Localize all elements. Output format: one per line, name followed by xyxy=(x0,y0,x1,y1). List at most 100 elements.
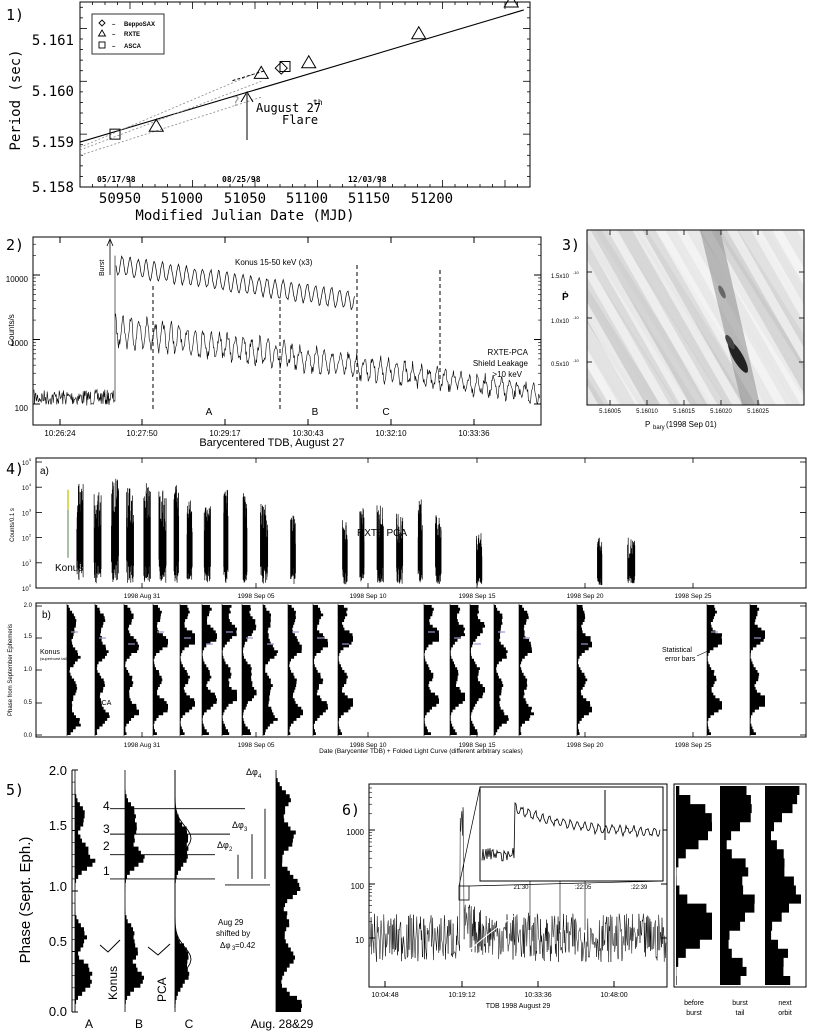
y-tick-label: 5.158 xyxy=(32,180,74,196)
pca-overlay xyxy=(174,770,192,1008)
pca-label: PCA xyxy=(155,977,169,1002)
folded-profile xyxy=(313,605,328,735)
panel-4b-frame xyxy=(35,602,807,738)
aug29-note-line2: shifted by xyxy=(216,929,250,938)
y-tick-label: 5.159 xyxy=(32,135,74,151)
konus-label: Konus xyxy=(106,966,120,1000)
observation-burst xyxy=(290,515,296,584)
panel-3-label: 3) xyxy=(562,236,580,254)
x-tick-label: 10:32:10 xyxy=(375,429,407,438)
folded-profile xyxy=(67,605,81,735)
panel-2-axes xyxy=(33,237,541,425)
folded-profile xyxy=(470,605,485,735)
panel-4b-x-tick-labels: 1998 Aug 31 1998 Sep 05 1998 Sep 10 1998… xyxy=(124,742,712,749)
segment-label: A xyxy=(206,407,213,418)
y-tick-exp: -10 xyxy=(573,315,580,320)
pca-label-line3: >10 keV xyxy=(492,370,522,379)
observation-burst xyxy=(76,483,84,580)
panel-3-x-axis-suffix: (1998 Sep 01) xyxy=(666,420,717,429)
legend-dash: – xyxy=(112,44,116,50)
observation-burst xyxy=(417,499,423,583)
x-tick-label: 51200 xyxy=(411,191,453,207)
konus-label: Konus xyxy=(40,649,60,656)
y-tick-exponent: 4 xyxy=(29,482,32,487)
y-tick-exp: -10 xyxy=(573,270,580,275)
x-tick-label: 1998 Aug 31 xyxy=(124,742,161,749)
panel-2-label: 2) xyxy=(6,236,24,254)
y-tick-label: 0.5 xyxy=(49,934,67,949)
x-tick-label: 1998 Sep 20 xyxy=(567,593,604,600)
legend-entry: RXTE xyxy=(124,32,140,38)
phase-profile xyxy=(125,770,145,1012)
delta-phi-label: Δφ xyxy=(246,767,258,777)
phase-profile xyxy=(276,770,302,1012)
pca-label-line1: RXTE-PCA xyxy=(488,348,529,357)
panel-4b-y-tick-labels: 0.0 0.5 1.0 1.5 2.0 xyxy=(24,603,33,739)
x-tick-label: 5.16005 xyxy=(599,409,621,415)
folded-profile xyxy=(450,605,465,735)
inset-light-curve xyxy=(481,790,661,862)
x-tick-label: 51050 xyxy=(224,191,266,207)
y-tick-label: 100 xyxy=(351,882,365,891)
y-tick-label: 1.0x10 xyxy=(551,319,570,325)
konus-label: Konus 15-50 keV (x3) xyxy=(235,258,313,267)
observation-burst xyxy=(597,537,603,586)
panel-3-x-axis-subscript: bary xyxy=(653,425,665,431)
legend-box xyxy=(91,13,165,55)
konus-pointer xyxy=(99,939,121,953)
panel-6-profile-frame xyxy=(673,783,807,988)
heatmap-band xyxy=(607,230,718,405)
panel-4b-label: b) xyxy=(42,610,51,621)
observation-burst xyxy=(260,504,269,584)
date-label: 12/03/98 xyxy=(348,175,387,184)
folded-profile xyxy=(750,605,765,735)
y-tick-exponent: 5 xyxy=(29,457,32,462)
y-tick-label: 5.160 xyxy=(32,84,74,100)
segment-label: C xyxy=(382,407,389,418)
panel-4b-x-axis-title: Date (Barycenter TDB) + Folded Light Cur… xyxy=(319,748,523,755)
panel-1-data-points xyxy=(109,0,520,140)
delta-phi-subscript: 3 xyxy=(244,827,248,833)
observation-burst xyxy=(342,520,348,585)
panel-4a-observations xyxy=(67,478,636,586)
heatmap-band xyxy=(772,230,804,286)
panel-3-y-axis-title: Ṗ xyxy=(562,290,569,303)
burst-profile xyxy=(765,786,801,985)
heatmap-band xyxy=(587,341,627,405)
rxte-point xyxy=(300,54,317,69)
heatmap-band xyxy=(359,230,491,405)
y-tick-label: 0.5 xyxy=(24,700,33,706)
panel-2-light-curve: 2) 100 1000 10000 Counts/s 10:26:24 10:2… xyxy=(6,236,542,449)
folded-profile xyxy=(424,605,439,735)
flare-annotation: ? August 27 th Flare xyxy=(232,91,323,140)
heatmap-peak xyxy=(718,285,726,299)
y-tick-exponent: 1 xyxy=(29,558,32,563)
profile-label: before xyxy=(684,1000,704,1007)
aug29-note-dphi: Δφ xyxy=(220,941,231,950)
observation-burst xyxy=(143,483,151,582)
y-tick-label: 10 xyxy=(355,936,364,945)
burst-tail-fit xyxy=(461,911,521,961)
delta-phi-subscript: 4 xyxy=(258,774,262,780)
x-tick-label: 10:27:50 xyxy=(126,429,158,438)
panel-4a-axes xyxy=(36,458,806,589)
x-tick-label: 1998 Sep 15 xyxy=(459,593,496,600)
inset-x-tick-label: 21:30 xyxy=(513,885,529,891)
column-label: Aug. 28&29 xyxy=(251,1017,314,1031)
x-tick-label: 10:33:36 xyxy=(458,429,490,438)
panel-6-axes xyxy=(369,787,667,987)
observation-burst xyxy=(93,492,102,584)
rxte-point xyxy=(410,25,427,40)
y-tick-label: 10 xyxy=(22,486,29,492)
x-tick-label: 5.16015 xyxy=(673,409,695,415)
y-tick-label: 1000 xyxy=(10,339,28,348)
y-tick-label: 0.0 xyxy=(49,1004,67,1019)
observation-burst xyxy=(396,513,404,584)
panel-4b-y-axis-title: Phase from September Ephemeris xyxy=(8,624,14,716)
observation-burst xyxy=(359,508,365,582)
panel-3-period-search-map: 3) 1.5x10 -10 1.0x10 -10 0.5x10 -10 Ṗ 5.… xyxy=(359,229,805,431)
y-tick-label: 1.5x10 xyxy=(551,274,570,280)
burst-label: Burst xyxy=(99,260,106,276)
profile-label: next xyxy=(778,1000,791,1007)
folded-profile xyxy=(153,605,168,735)
